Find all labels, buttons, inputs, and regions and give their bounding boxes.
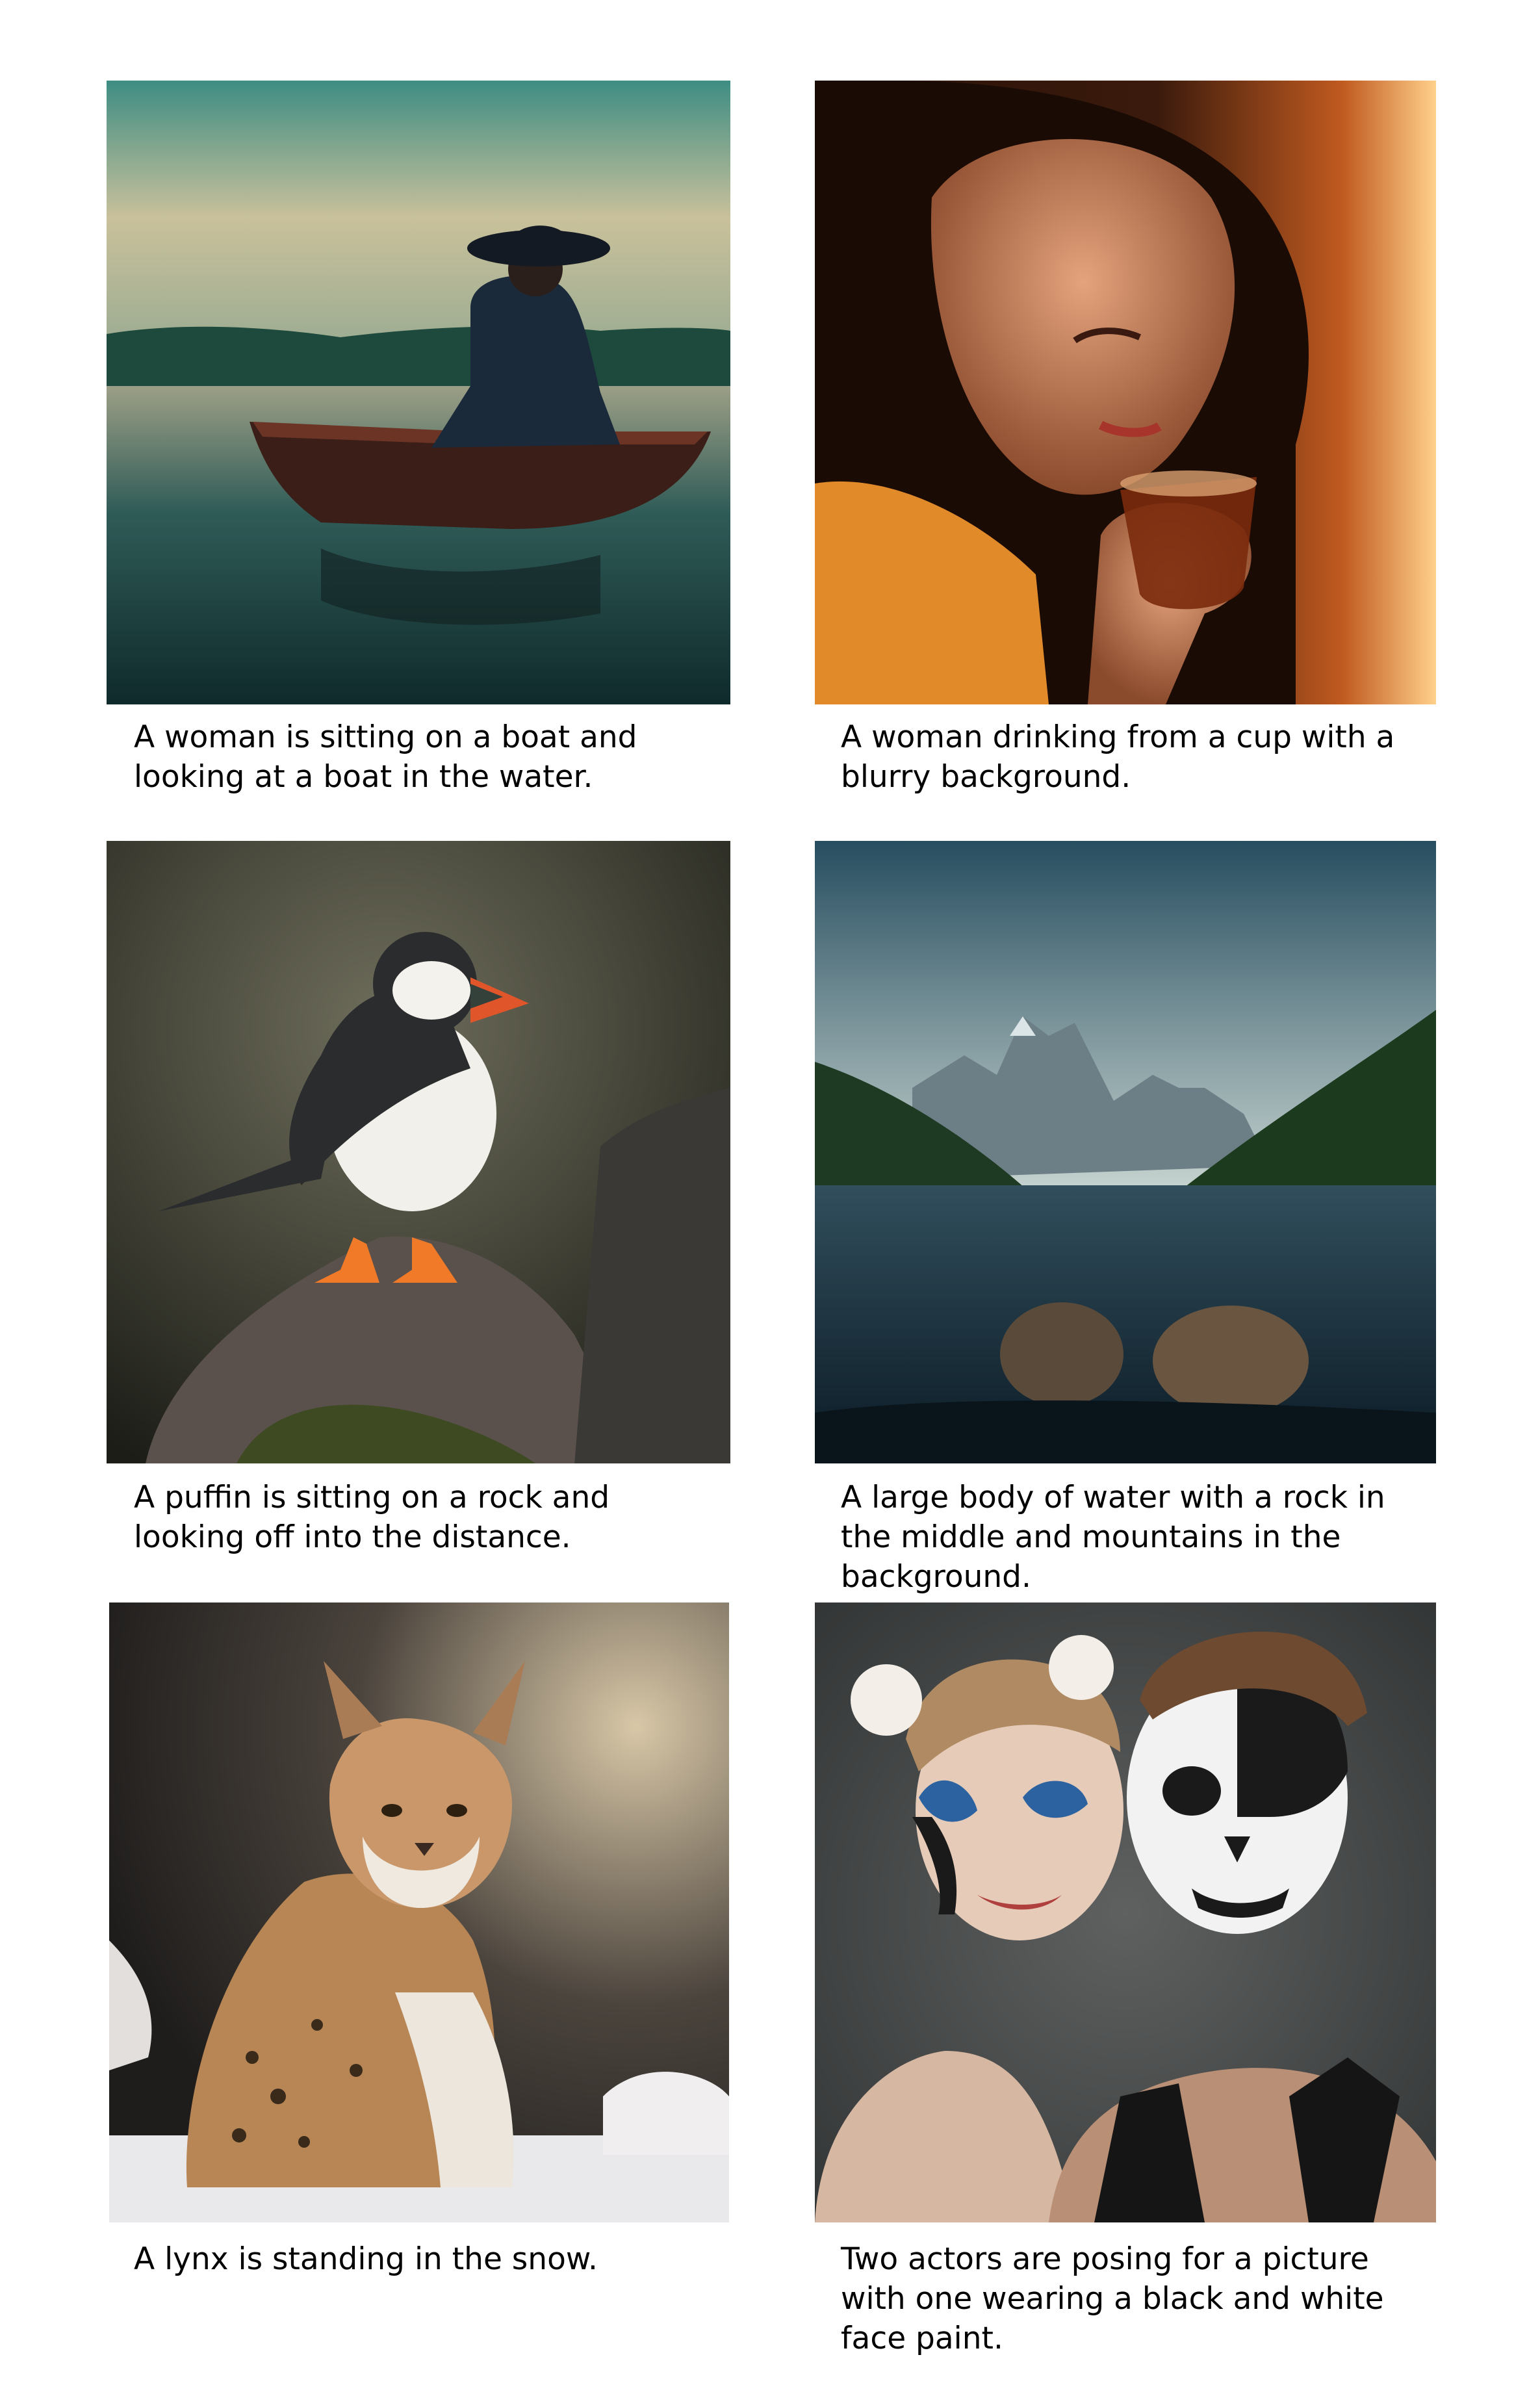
caption: A woman drinking from a cup with a blurr…: [841, 719, 1395, 795]
caption: A lynx is standing in the snow.: [134, 2241, 598, 2277]
image-mountain-lake: [815, 841, 1436, 1463]
caption: A puffin is sitting on a rock and lookin…: [134, 1480, 610, 1555]
image-face-paint: [815, 1603, 1436, 2222]
image-woman-boat: [107, 81, 730, 704]
image-woman-cup: [815, 81, 1436, 704]
caption: Two actors are posing for a picture with…: [841, 2241, 1384, 2356]
caption: A large body of water with a rock in the…: [841, 1480, 1385, 1595]
image-puffin: [107, 841, 730, 1463]
image-lynx: [109, 1603, 729, 2222]
caption: A woman is sitting on a boat and looking…: [134, 719, 637, 795]
